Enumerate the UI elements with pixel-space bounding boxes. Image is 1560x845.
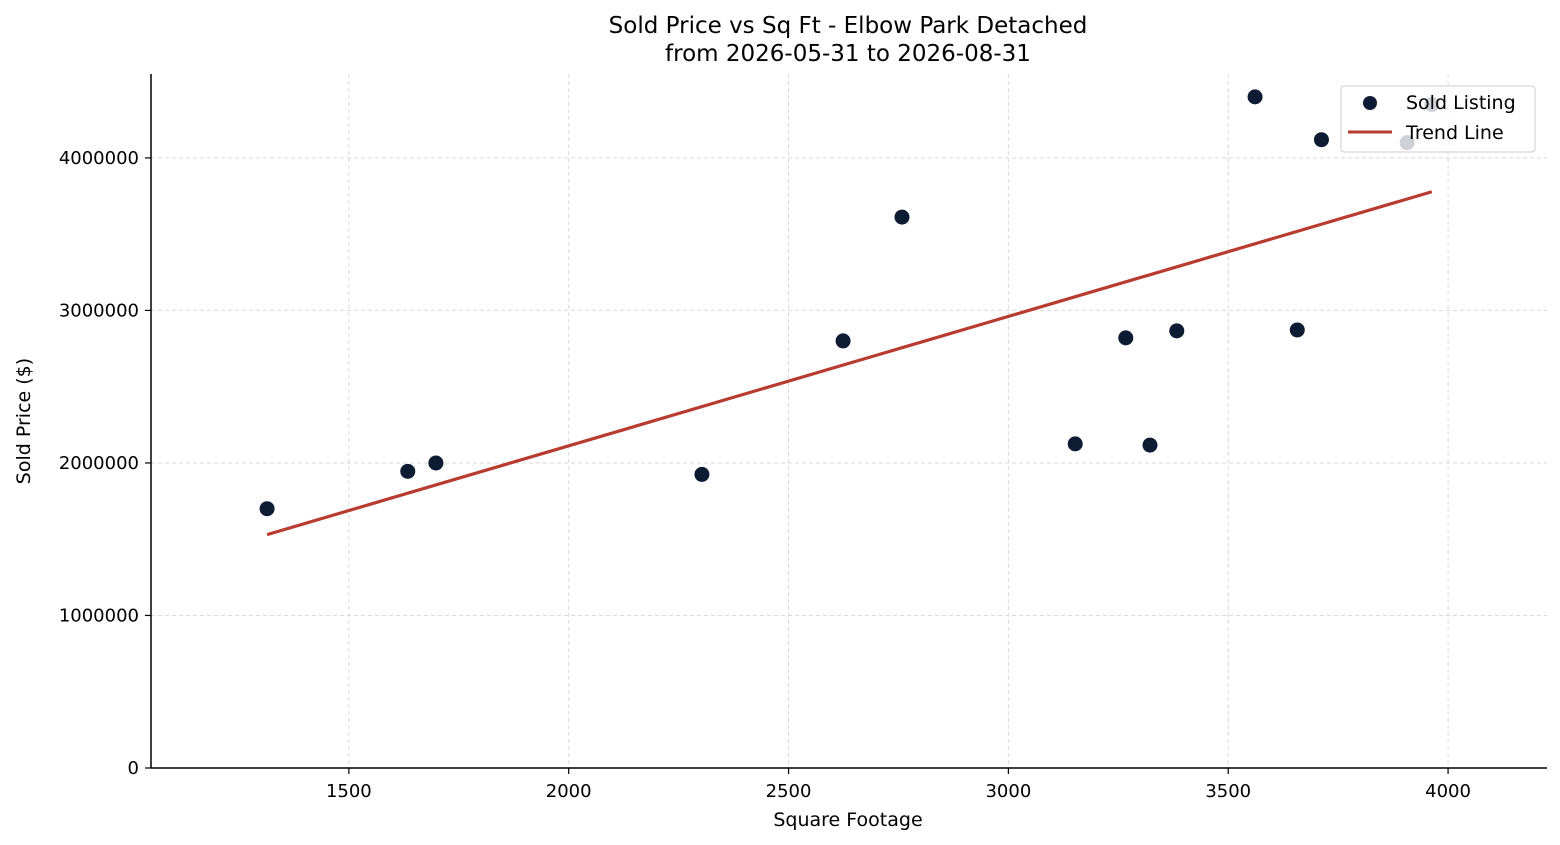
- sold-listing-point: [1118, 330, 1134, 346]
- sold-listing-point: [894, 209, 910, 225]
- chart-subtitle: from 2026-05-31 to 2026-08-31: [665, 41, 1031, 67]
- sold-listing-point: [1067, 436, 1083, 452]
- legend-box: [1340, 85, 1536, 153]
- x-tick-label: 2000: [546, 781, 592, 802]
- x-ticks: 1500 2000 2500 3000 3500 4000: [326, 768, 1471, 802]
- legend-label-trend-line: Trend Line: [1405, 122, 1504, 144]
- y-tick-label: 2000000: [59, 453, 139, 474]
- sold-listing-point: [259, 501, 275, 517]
- legend-marker-sold-listing: [1363, 96, 1377, 110]
- sold-listing-point: [1142, 437, 1158, 453]
- y-axis-label: Sold Price ($): [13, 358, 35, 484]
- axes: [150, 74, 1547, 769]
- chart-title-group: Sold Price vs Sq Ft - Elbow Park Detache…: [609, 13, 1088, 67]
- sold-listing-point: [1313, 132, 1329, 148]
- sold-listing-point: [694, 466, 710, 482]
- trend-line: [266, 190, 1433, 537]
- x-axis-label: Square Footage: [773, 809, 922, 831]
- legend-label-sold-listing: Sold Listing: [1406, 92, 1516, 114]
- sold-listing-point: [1169, 323, 1185, 339]
- x-tick-label: 3500: [1205, 781, 1251, 802]
- sold-listing-point: [835, 333, 851, 349]
- chart-title: Sold Price vs Sq Ft - Elbow Park Detache…: [609, 13, 1088, 39]
- legend: Sold Listing Trend Line: [1340, 85, 1536, 153]
- x-tick-label: 3000: [985, 781, 1031, 802]
- trend-line-layer: [266, 190, 1433, 537]
- y-tick-label: 0: [128, 758, 139, 779]
- data-points: [259, 89, 1440, 517]
- y-ticks: 0 1000000 2000000 3000000 4000000: [59, 148, 151, 779]
- x-tick-label: 4000: [1425, 781, 1471, 802]
- grid-lines: [151, 74, 1547, 768]
- x-tick-label: 2500: [766, 781, 812, 802]
- sold-listing-point: [400, 463, 416, 479]
- x-tick-label: 1500: [326, 781, 372, 802]
- y-tick-label: 1000000: [59, 605, 139, 626]
- sold-listing-point: [1247, 89, 1263, 105]
- y-tick-label: 3000000: [59, 300, 139, 321]
- y-tick-label: 4000000: [59, 148, 139, 169]
- sold-listing-point: [1289, 322, 1305, 338]
- sold-listing-point: [428, 455, 444, 471]
